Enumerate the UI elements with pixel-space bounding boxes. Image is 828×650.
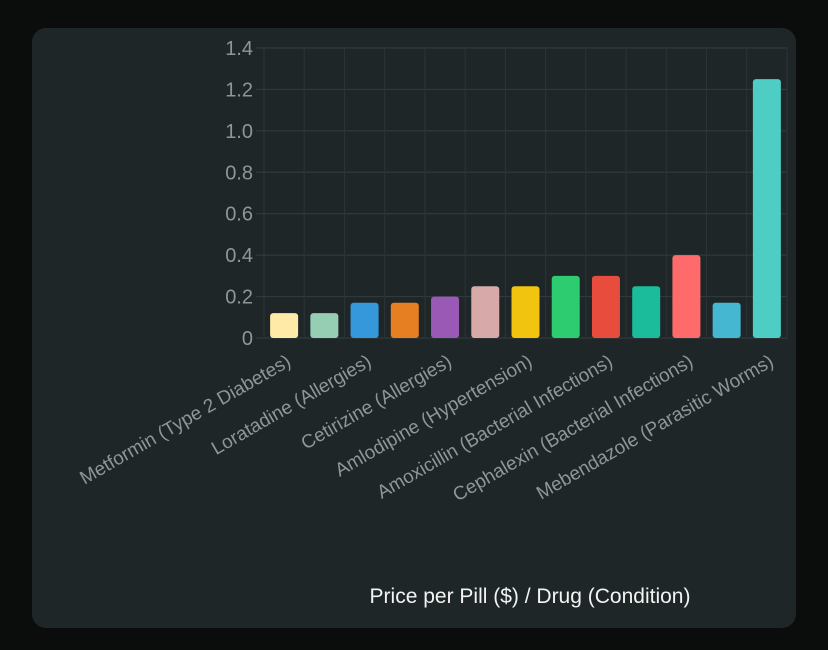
y-tick-label: 0.6 <box>225 204 253 226</box>
bar <box>471 286 500 338</box>
y-tick-label: 0 <box>242 328 253 350</box>
bar <box>551 275 580 338</box>
bar <box>431 296 460 338</box>
chart-card: 0 0.2 0.4 0.6 0.8 1.0 1.2 1.4 Metformin (Type 2… <box>32 28 796 628</box>
y-tick-label: 0.8 <box>225 162 253 184</box>
y-tick-label: 0.4 <box>225 245 253 267</box>
y-tick-label: 1.0 <box>225 121 253 143</box>
bar <box>752 79 781 339</box>
bar <box>672 255 701 338</box>
y-tick-label: 0.2 <box>225 287 253 309</box>
bar <box>591 275 620 338</box>
bar <box>350 302 379 338</box>
bar-chart: 0 0.2 0.4 0.6 0.8 1.0 1.2 1.4 Metformin (Type 2… <box>77 38 788 608</box>
bar <box>712 302 741 338</box>
x-axis-title: Price per Pill ($) / Drug (Condition) <box>370 585 691 608</box>
bars <box>270 79 781 339</box>
bar <box>390 302 419 338</box>
x-axis-labels: Metformin (Type 2 Diabetes)Loratadine (A… <box>77 351 778 506</box>
bar <box>511 286 540 338</box>
y-tick-label: 1.4 <box>225 38 253 60</box>
grid-lines <box>256 47 788 339</box>
bar <box>310 313 339 338</box>
bar <box>270 313 299 338</box>
y-axis-ticks: 0 0.2 0.4 0.6 0.8 1.0 1.2 1.4 <box>225 38 253 350</box>
y-tick-label: 1.2 <box>225 79 253 101</box>
bar <box>632 286 661 338</box>
